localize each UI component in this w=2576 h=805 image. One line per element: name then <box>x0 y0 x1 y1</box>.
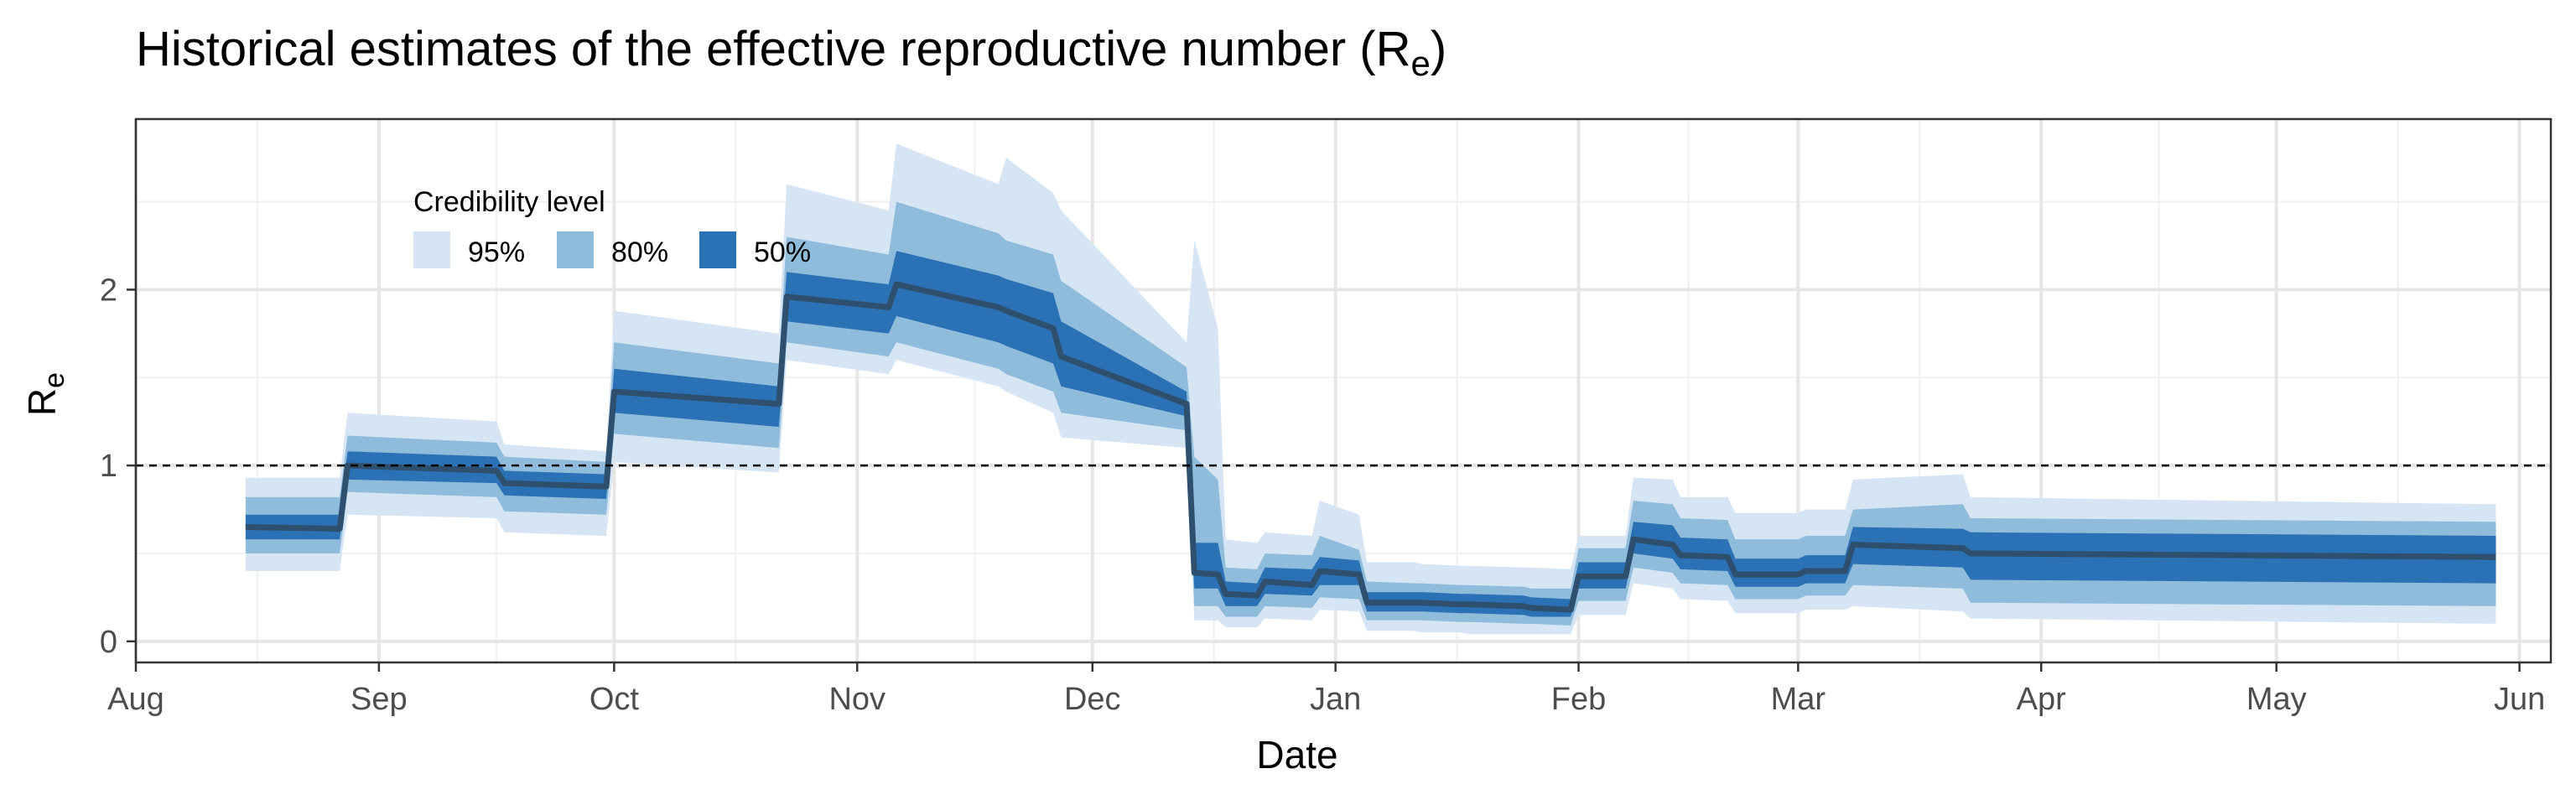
legend-title: Credibility level <box>413 186 605 218</box>
x-tick-label: Jan <box>1310 682 1361 717</box>
chart-title-main: Historical estimates of the effective re… <box>136 22 1410 76</box>
legend-label-95: 95% <box>468 236 525 268</box>
x-axis-title: Date <box>1256 733 1337 776</box>
plot-frame <box>134 117 2553 664</box>
x-tick-label: Feb <box>1551 682 1606 717</box>
y-axis-title-subscript: e <box>39 372 70 388</box>
legend-swatch-50 <box>699 231 736 268</box>
chart-title-subscript: e <box>1410 44 1430 83</box>
x-tick-label: Nov <box>828 682 886 717</box>
band-50 <box>245 251 2496 617</box>
legend-swatch-95 <box>413 231 450 268</box>
y-axis: 0 1 2 <box>100 273 136 660</box>
median-line <box>245 281 2496 613</box>
y-axis-title-main: R <box>20 388 64 416</box>
legend-label-50: 50% <box>754 236 811 268</box>
y-tick-label: 2 <box>100 273 117 308</box>
chart-title-suffix: ) <box>1431 22 1446 76</box>
x-tick-label: Aug <box>107 682 164 717</box>
x-axis: Aug Sep Oct Nov Dec Jan Feb Mar Apr May Jun <box>107 662 2545 717</box>
y-tick-label: 0 <box>100 625 117 660</box>
legend-label-80: 80% <box>611 236 668 268</box>
x-tick-label: Dec <box>1064 682 1121 717</box>
legend-swatch-80 <box>557 231 594 268</box>
x-tick-label: Jun <box>2494 682 2545 717</box>
y-axis-title: Re <box>20 372 70 416</box>
credibility-bands <box>245 143 2496 635</box>
plot-border <box>134 117 2553 664</box>
y-tick-label: 1 <box>100 449 117 484</box>
legend: Credibility level 95% 80% 50% <box>413 186 811 268</box>
x-tick-label: May <box>2246 682 2307 717</box>
x-tick-label: Sep <box>351 682 408 717</box>
x-tick-label: Oct <box>589 682 640 717</box>
x-tick-label: Mar <box>1771 682 1826 717</box>
chart-title: Historical estimates of the effective re… <box>136 22 1446 83</box>
median-line-group <box>245 281 2496 613</box>
x-tick-label: Apr <box>2017 682 2066 717</box>
